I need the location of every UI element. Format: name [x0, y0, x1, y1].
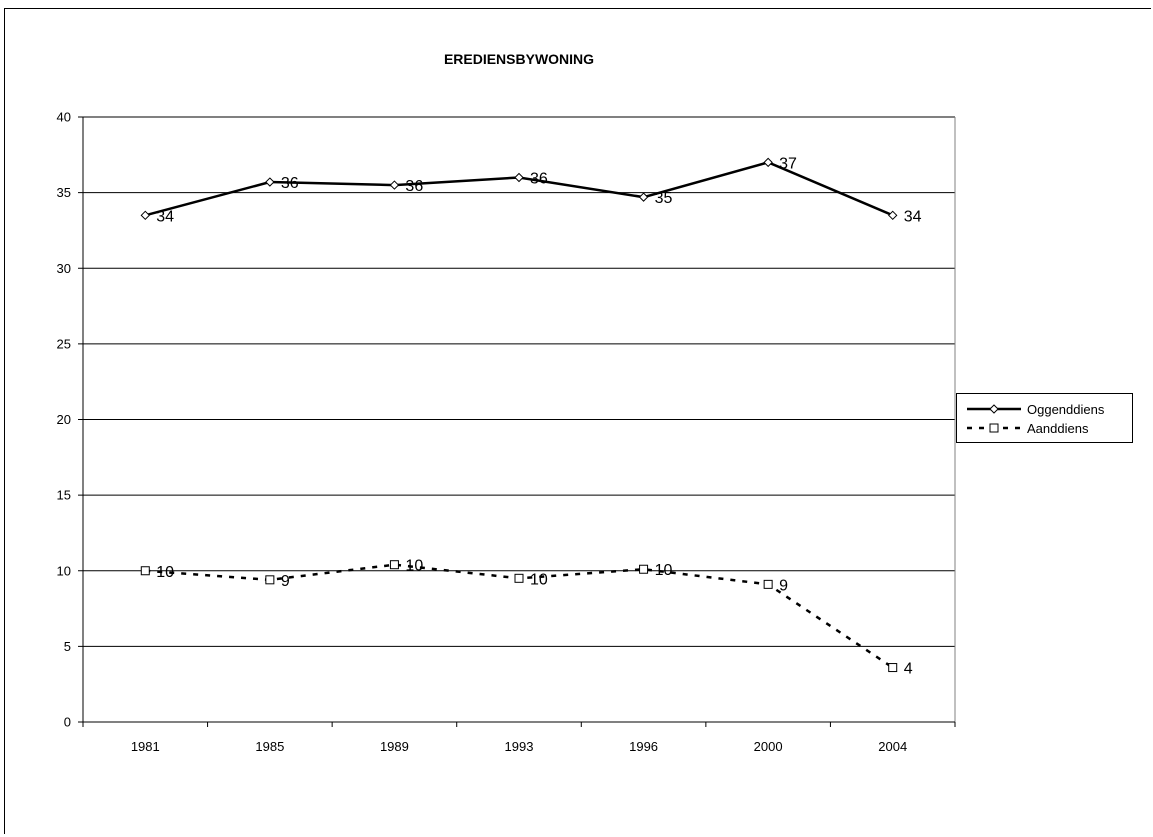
- legend-line-dashed-square-icon: [967, 423, 1021, 433]
- data-label-aanddiens-1989: 10: [405, 558, 423, 575]
- data-label-aanddiens-1996: 10: [655, 562, 673, 579]
- data-label-oggenddiens-2000: 37: [779, 155, 797, 172]
- x-tick-label-1993: 1993: [505, 739, 534, 754]
- axes: 0 5 10 15 20 25 30 35 40 1981 1985 1989 1993 1996 2000…: [57, 110, 956, 754]
- point-aanddiens-1985: [265, 575, 275, 585]
- point-oggenddiens-1985: [265, 177, 275, 187]
- legend-line-solid-diamond-icon: [967, 404, 1021, 414]
- series-layer: 34 36 36 36 35 37 34 10 9 10 10 10 9 4: [140, 155, 922, 678]
- x-tick-label-1989: 1989: [380, 739, 409, 754]
- y-tick-label-30: 30: [57, 261, 71, 276]
- point-oggenddiens-1981: [140, 210, 150, 221]
- point-oggenddiens-1993: [514, 172, 524, 183]
- x-tick-label-1985: 1985: [255, 739, 284, 754]
- point-aanddiens-1981: [140, 566, 150, 576]
- data-label-aanddiens-2004: 4: [904, 661, 913, 678]
- chart-frame: [4, 8, 1151, 834]
- y-tick-label-25: 25: [57, 336, 71, 351]
- legend: Oggenddiens Aanddiens: [956, 393, 1133, 443]
- x-tick-label-1981: 1981: [131, 739, 160, 754]
- legend-item-oggenddiens: Oggenddiens: [965, 399, 1133, 419]
- x-tick-label-2004: 2004: [878, 739, 907, 754]
- point-aanddiens-1989: [389, 560, 399, 570]
- point-aanddiens-1996: [639, 564, 649, 574]
- point-oggenddiens-2004: [888, 210, 898, 221]
- y-tick-label-40: 40: [57, 110, 71, 125]
- point-oggenddiens-1996: [638, 192, 649, 202]
- point-oggenddiens-1989: [389, 180, 400, 190]
- chart-title: EREDIENSBYWONING: [444, 51, 594, 67]
- legend-label-aanddiens: Aanddiens: [1027, 421, 1089, 436]
- y-tick-label-35: 35: [57, 185, 71, 200]
- point-aanddiens-1993: [514, 573, 524, 583]
- data-label-aanddiens-1985: 9: [281, 573, 290, 590]
- point-aanddiens-2004: [888, 663, 898, 673]
- data-label-oggenddiens-1981: 34: [156, 208, 174, 225]
- data-label-oggenddiens-2004: 34: [904, 208, 922, 225]
- y-tick-label-15: 15: [57, 488, 71, 503]
- x-tick-label-2000: 2000: [754, 739, 783, 754]
- y-tick-label-0: 0: [64, 715, 71, 730]
- data-label-oggenddiens-1989: 36: [405, 178, 423, 195]
- x-tick-label-1996: 1996: [629, 739, 658, 754]
- point-aanddiens-2000: [763, 579, 773, 589]
- y-tick-label-10: 10: [57, 563, 71, 578]
- y-tick-label-20: 20: [57, 412, 71, 427]
- y-tick-label-5: 5: [64, 639, 71, 654]
- data-label-oggenddiens-1993: 36: [530, 171, 548, 188]
- legend-label-oggenddiens: Oggenddiens: [1027, 402, 1105, 417]
- data-label-oggenddiens-1996: 35: [655, 190, 673, 207]
- data-label-aanddiens-1981: 10: [156, 564, 174, 581]
- data-label-aanddiens-1993: 10: [530, 571, 548, 588]
- point-oggenddiens-2000: [763, 157, 773, 168]
- data-label-oggenddiens-1985: 36: [281, 175, 299, 192]
- gridlines: [83, 116, 956, 722]
- legend-item-aanddiens: Aanddiens: [965, 418, 1133, 438]
- data-label-aanddiens-2000: 9: [779, 577, 788, 594]
